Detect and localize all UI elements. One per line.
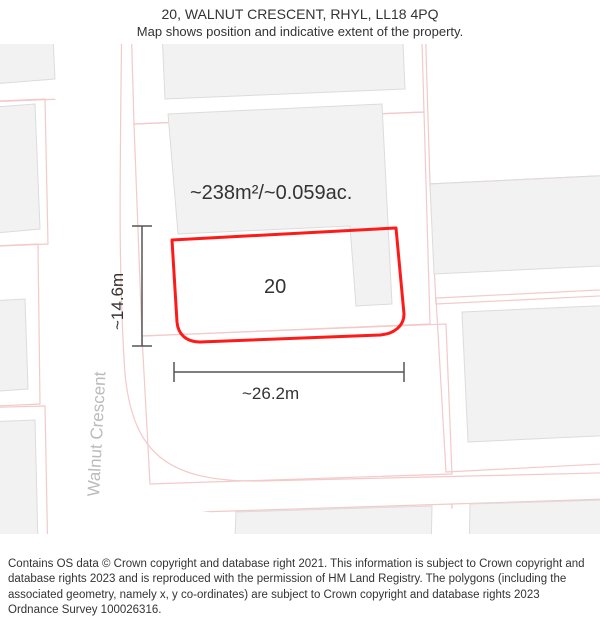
copyright-footer: Contains OS data © Crown copyright and d…	[8, 557, 592, 619]
map-canvas: ~238m²/~0.059ac. 20 ~26.2m ~14.6m Walnut…	[0, 44, 600, 534]
width-dimension-label: ~26.2m	[242, 384, 299, 404]
area-label: ~238m²/~0.059ac.	[190, 182, 352, 205]
house-number-label: 20	[264, 276, 286, 299]
header: 20, WALNUT CRESCENT, RHYL, LL18 4PQ Map …	[0, 0, 600, 39]
height-dimension-label: ~14.6m	[108, 273, 128, 330]
page-subtitle: Map shows position and indicative extent…	[0, 24, 600, 39]
page-title: 20, WALNUT CRESCENT, RHYL, LL18 4PQ	[0, 6, 600, 22]
map-figure: { "header": { "title": "20, WALNUT CRESC…	[0, 0, 600, 625]
